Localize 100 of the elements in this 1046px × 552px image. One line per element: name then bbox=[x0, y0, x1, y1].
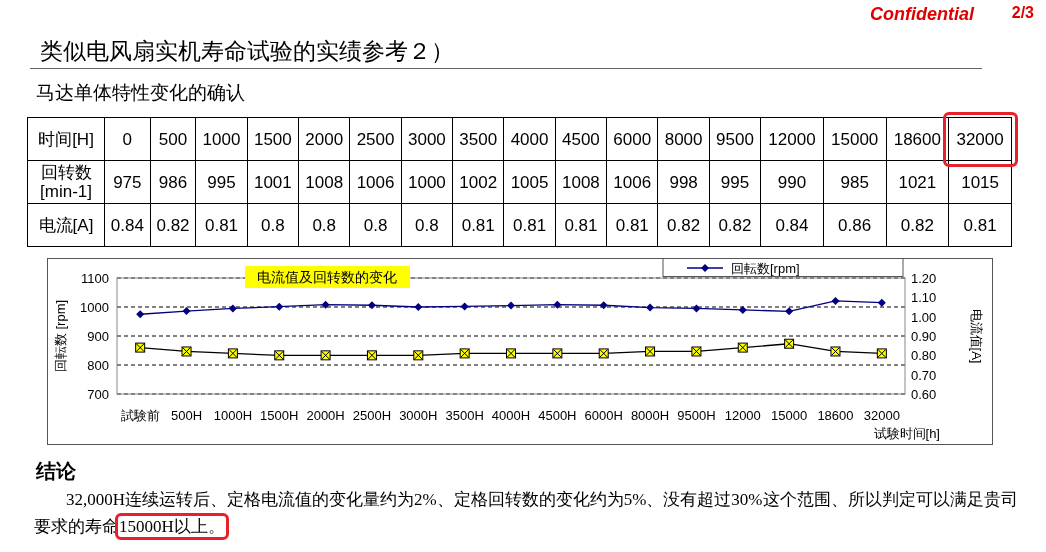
point bbox=[599, 301, 608, 310]
point bbox=[275, 302, 284, 311]
text: 3000 bbox=[401, 117, 453, 161]
x-tick-label: 4000H bbox=[491, 408, 531, 423]
chart-subtitle: 马达单体特性变化的确认 bbox=[36, 81, 245, 105]
y-tick-label: 900 bbox=[87, 329, 109, 344]
text: 0.8 bbox=[349, 203, 402, 247]
text: 1015 bbox=[948, 160, 1012, 204]
y2-tick-label: 0.90 bbox=[911, 329, 937, 344]
text: 12000 bbox=[760, 117, 824, 161]
y2-tick-label: 0.80 bbox=[911, 348, 937, 364]
x-tick-label: 試験前 bbox=[120, 408, 160, 423]
point bbox=[785, 307, 794, 316]
y2-axis-title: 电流值[A] bbox=[969, 308, 984, 364]
text: 1006 bbox=[349, 160, 402, 204]
text: 998 bbox=[657, 160, 710, 204]
text: 15000 bbox=[823, 117, 886, 161]
text: 1021 bbox=[886, 160, 949, 204]
text: Confidential bbox=[870, 4, 974, 25]
x-tick-label: 500H bbox=[170, 408, 203, 423]
x-tick-label: 3500H bbox=[445, 408, 484, 423]
text: 2000 bbox=[298, 117, 350, 161]
text: 0.81 bbox=[195, 203, 248, 247]
text: 4500 bbox=[555, 117, 607, 161]
legend-label: 回転数[rpm] bbox=[731, 261, 800, 276]
x-tick-label: 4500H bbox=[538, 408, 577, 423]
text: 0.81 bbox=[503, 203, 556, 247]
text: 995 bbox=[709, 160, 761, 204]
point bbox=[460, 302, 469, 311]
text: 0.81 bbox=[452, 203, 504, 247]
point bbox=[646, 303, 655, 312]
y2-tick-label: 1.20 bbox=[911, 271, 937, 286]
text: 时间[H] bbox=[27, 117, 105, 161]
text: 0.81 bbox=[555, 203, 607, 247]
point bbox=[831, 296, 840, 305]
text: 990 bbox=[760, 160, 824, 204]
text: 2500 bbox=[349, 117, 402, 161]
x-tick-label: 12000 bbox=[724, 408, 761, 423]
text: 1002 bbox=[452, 160, 504, 204]
text: 电流[A] bbox=[27, 203, 105, 247]
text: 0.84 bbox=[104, 203, 151, 247]
x-axis-title: 试験时间[h] bbox=[873, 426, 940, 441]
text: 6000 bbox=[606, 117, 658, 161]
x-tick-label: 8000H bbox=[630, 408, 670, 423]
text: 986 bbox=[150, 160, 196, 204]
text: 0.8 bbox=[401, 203, 453, 247]
text: 500 bbox=[150, 117, 196, 161]
chart-title: 类似电风扇实机寿命试验的实绩参考２） bbox=[40, 37, 454, 66]
text: 1500 bbox=[247, 117, 299, 161]
text: 3500 bbox=[452, 117, 504, 161]
x-tick-label: 6000H bbox=[584, 408, 623, 423]
text: 1005 bbox=[503, 160, 556, 204]
point bbox=[321, 300, 330, 309]
text: 18600 bbox=[886, 117, 949, 161]
text: 2/3 bbox=[1011, 4, 1034, 22]
x-tick-label: 2000H bbox=[306, 408, 345, 423]
point bbox=[738, 305, 747, 314]
text: 0.86 bbox=[823, 203, 886, 247]
text: 0.81 bbox=[948, 203, 1012, 247]
text: 结论 bbox=[36, 459, 76, 484]
point bbox=[553, 300, 562, 309]
text: 0.81 bbox=[606, 203, 658, 247]
x-tick-label: 2500H bbox=[352, 408, 392, 423]
text: 0.82 bbox=[150, 203, 196, 247]
text: 985 bbox=[823, 160, 886, 204]
x-tick-label: 1000H bbox=[213, 408, 253, 423]
text: 32000 bbox=[948, 117, 1012, 161]
point bbox=[367, 301, 376, 310]
text: 1001 bbox=[247, 160, 299, 204]
annotation: 电流值及回转数的变化 bbox=[257, 269, 397, 285]
point bbox=[877, 298, 886, 307]
y-tick-label: 1100 bbox=[81, 271, 109, 286]
text: 4000 bbox=[503, 117, 556, 161]
text: 995 bbox=[195, 160, 248, 204]
y2-tick-label: 1.00 bbox=[911, 309, 937, 325]
text: 回转数[min-1] bbox=[27, 160, 105, 204]
text: 1008 bbox=[298, 160, 350, 204]
text: 1008 bbox=[555, 160, 607, 204]
y-tick-label: 800 bbox=[87, 358, 109, 373]
y-tick-label: 1000 bbox=[80, 300, 109, 315]
x-tick-label: 18600 bbox=[817, 408, 854, 423]
y-tick-label: 700 bbox=[87, 387, 109, 402]
text: 0 bbox=[104, 117, 151, 161]
text: 9500 bbox=[709, 117, 761, 161]
x-tick-label: 9500H bbox=[677, 408, 716, 423]
text: 0.82 bbox=[657, 203, 710, 247]
x-tick-label: 1500H bbox=[260, 408, 299, 423]
x-tick-label: 3000H bbox=[399, 408, 438, 423]
point bbox=[182, 307, 191, 316]
x-tick-label: 32000 bbox=[863, 408, 900, 423]
y-axis-title: 回転数 [rpm] bbox=[53, 299, 68, 373]
text: 975 bbox=[104, 160, 151, 204]
y2-tick-label: 1.10 bbox=[911, 290, 937, 306]
text: 0.82 bbox=[709, 203, 761, 247]
text: 0.82 bbox=[886, 203, 949, 247]
text: 1000 bbox=[401, 160, 453, 204]
text: 0.8 bbox=[247, 203, 299, 247]
point bbox=[414, 303, 423, 311]
x-tick-label: 15000 bbox=[771, 408, 808, 423]
text: 0.84 bbox=[760, 203, 824, 247]
